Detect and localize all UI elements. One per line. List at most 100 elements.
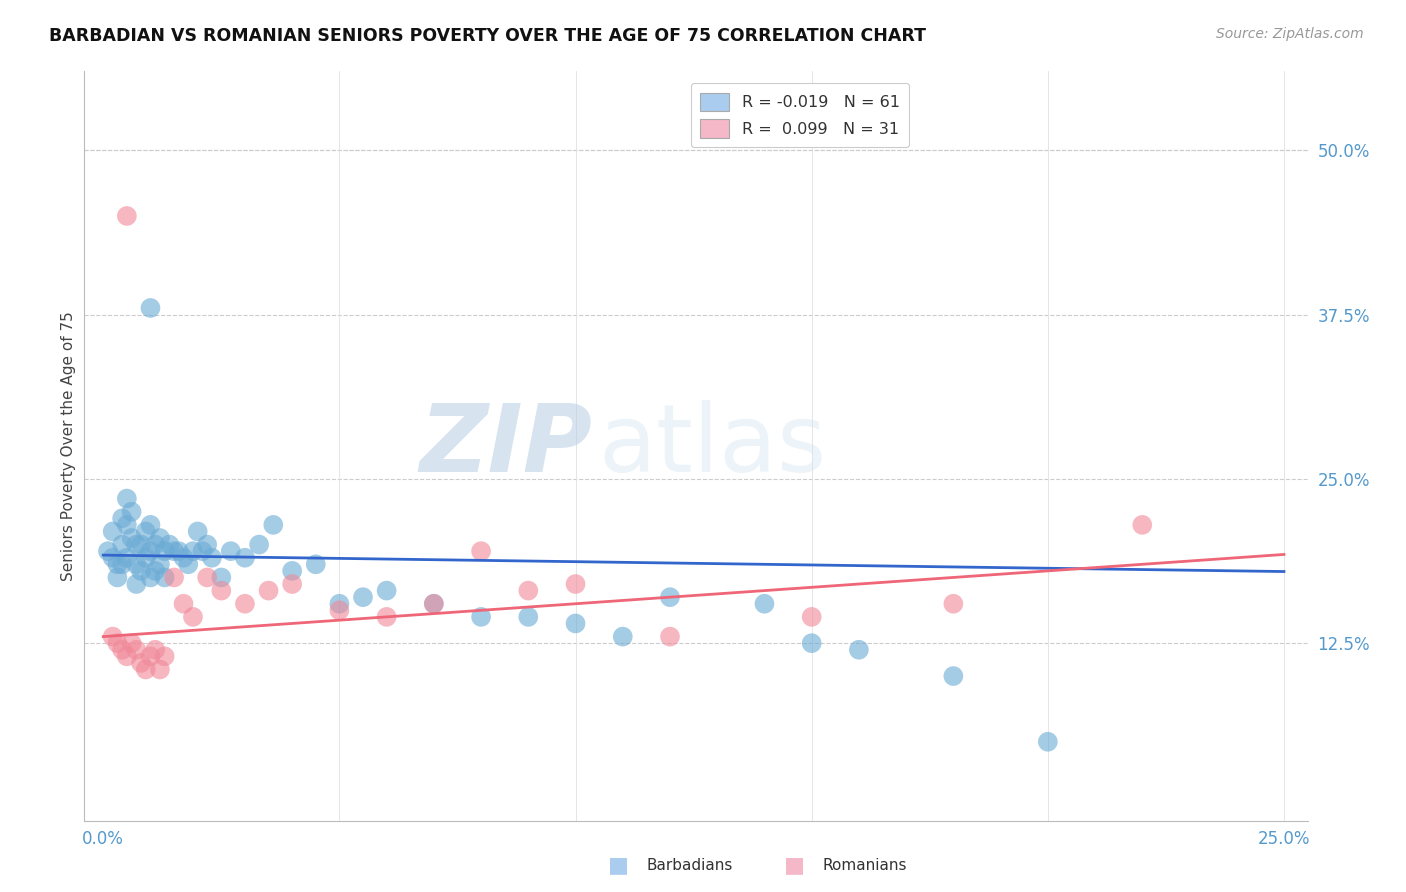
Point [470, 544, 492, 558]
Point [209, 583, 232, 598]
Point [564, 616, 586, 631]
Point [800, 610, 823, 624]
Point [125, 642, 148, 657]
Point [201, 550, 224, 565]
Point [187, 524, 209, 539]
Point [129, 538, 152, 552]
Point [139, 301, 162, 315]
Point [139, 517, 162, 532]
Point [659, 630, 682, 644]
Point [375, 610, 398, 624]
Point [942, 669, 965, 683]
Text: Barbadians: Barbadians [647, 858, 733, 872]
Point [191, 544, 214, 558]
Point [1036, 735, 1059, 749]
Point [139, 570, 162, 584]
Point [281, 577, 304, 591]
Point [233, 550, 256, 565]
Point [612, 630, 634, 644]
Point [111, 511, 134, 525]
Point [143, 564, 166, 578]
Point [107, 558, 129, 572]
Legend: R = -0.019   N = 61, R =  0.099   N = 31: R = -0.019 N = 61, R = 0.099 N = 31 [690, 83, 910, 147]
Point [517, 610, 540, 624]
Point [247, 538, 270, 552]
Point [139, 544, 162, 558]
Point [139, 649, 162, 664]
Point [163, 570, 186, 584]
Point [107, 636, 129, 650]
Point [423, 597, 446, 611]
Point [121, 531, 143, 545]
Point [233, 597, 256, 611]
Point [121, 636, 143, 650]
Point [1130, 517, 1153, 532]
Point [129, 656, 152, 670]
Point [257, 583, 280, 598]
Point [173, 597, 195, 611]
Point [177, 558, 200, 572]
Point [149, 663, 172, 677]
Point [97, 544, 120, 558]
Point [328, 603, 350, 617]
Point [754, 597, 776, 611]
Point [125, 538, 148, 552]
Text: atlas: atlas [598, 400, 827, 492]
Point [181, 610, 204, 624]
Point [153, 570, 176, 584]
Point [107, 570, 129, 584]
Point [125, 577, 148, 591]
Point [157, 538, 180, 552]
Point [115, 649, 138, 664]
Point [281, 564, 304, 578]
Point [659, 590, 682, 604]
Point [173, 550, 195, 565]
Point [352, 590, 374, 604]
Point [129, 564, 152, 578]
Point [115, 209, 138, 223]
Point [800, 636, 823, 650]
Text: ■: ■ [785, 855, 804, 875]
Point [111, 558, 134, 572]
Point [181, 544, 204, 558]
Point [101, 524, 124, 539]
Point [195, 538, 218, 552]
Point [111, 642, 134, 657]
Point [143, 538, 166, 552]
Point [135, 550, 157, 565]
Point [848, 642, 870, 657]
Point [375, 583, 398, 598]
Point [101, 630, 124, 644]
Point [125, 558, 148, 572]
Point [305, 558, 328, 572]
Point [149, 558, 172, 572]
Point [153, 649, 176, 664]
Point [209, 570, 232, 584]
Point [195, 570, 218, 584]
Point [163, 544, 186, 558]
Text: Source: ZipAtlas.com: Source: ZipAtlas.com [1216, 27, 1364, 41]
Point [262, 517, 284, 532]
Text: Romanians: Romanians [823, 858, 907, 872]
Point [167, 544, 190, 558]
Point [517, 583, 540, 598]
Point [115, 550, 138, 565]
Point [470, 610, 492, 624]
Point [143, 642, 166, 657]
Text: BARBADIAN VS ROMANIAN SENIORS POVERTY OVER THE AGE OF 75 CORRELATION CHART: BARBADIAN VS ROMANIAN SENIORS POVERTY OV… [49, 27, 927, 45]
Point [121, 505, 143, 519]
Point [942, 597, 965, 611]
Point [153, 544, 176, 558]
Point [101, 550, 124, 565]
Point [219, 544, 242, 558]
Point [564, 577, 586, 591]
Text: ■: ■ [609, 855, 628, 875]
Point [135, 663, 157, 677]
Point [328, 597, 350, 611]
Point [149, 531, 172, 545]
Point [423, 597, 446, 611]
Point [111, 538, 134, 552]
Text: ZIP: ZIP [419, 400, 592, 492]
Y-axis label: Seniors Poverty Over the Age of 75: Seniors Poverty Over the Age of 75 [60, 311, 76, 581]
Point [135, 524, 157, 539]
